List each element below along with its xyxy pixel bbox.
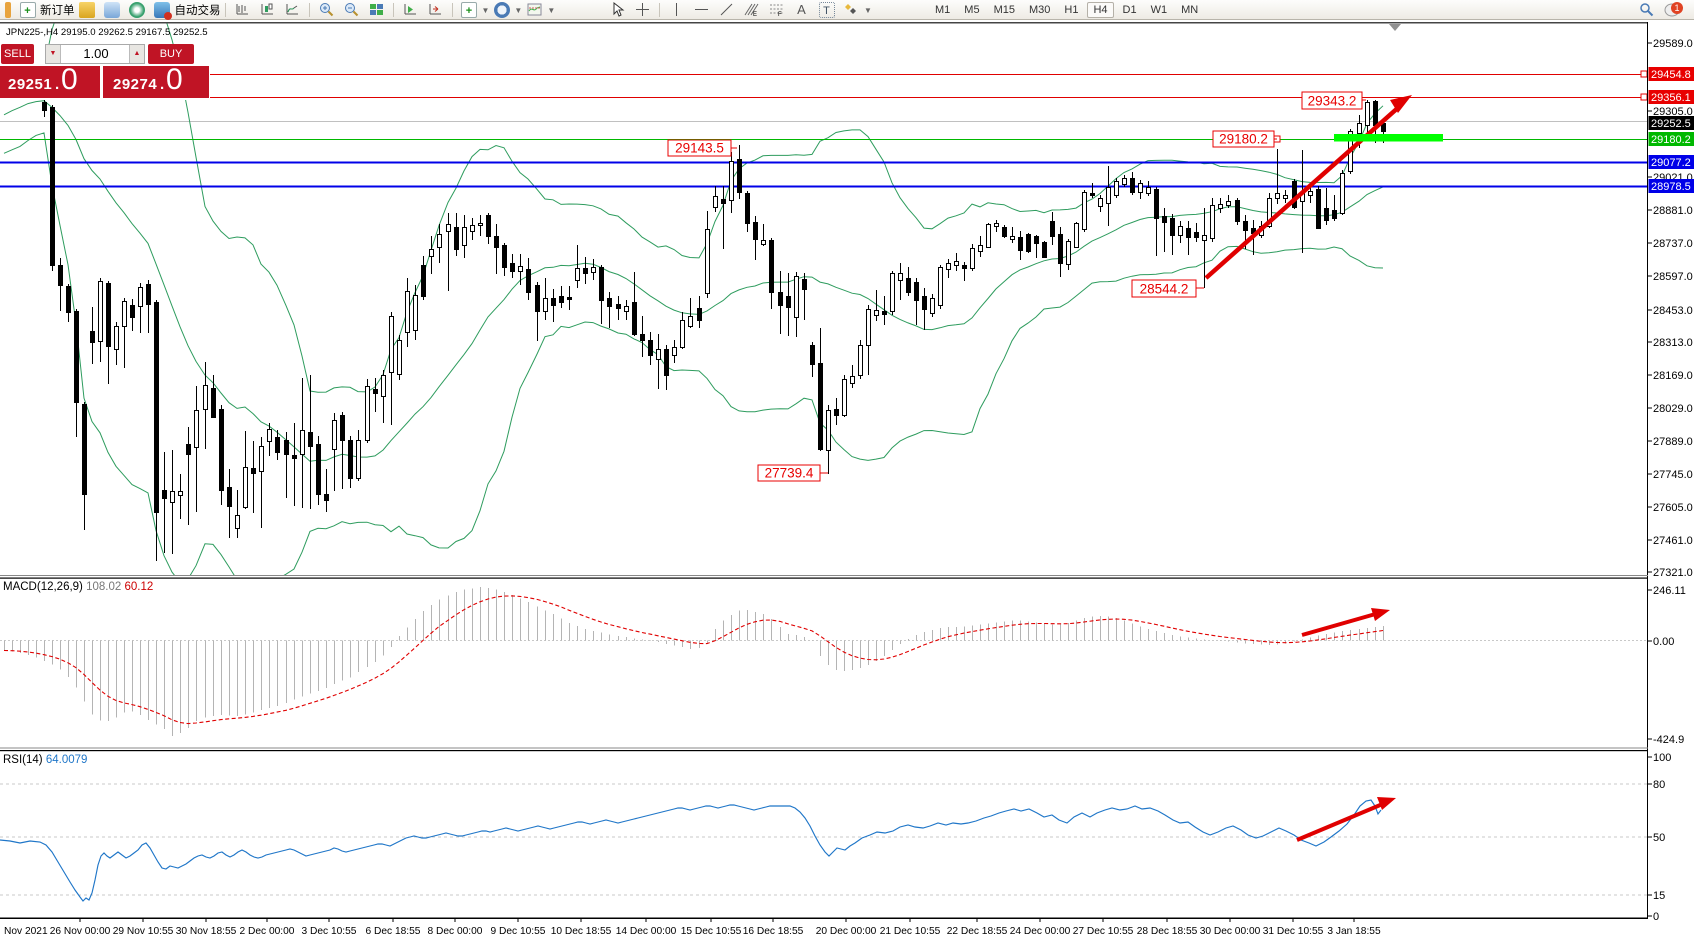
svg-text:28544.2: 28544.2 bbox=[1140, 282, 1189, 297]
svg-text:31 Dec 10:55: 31 Dec 10:55 bbox=[1263, 926, 1324, 937]
svg-text:9 Dec 10:55: 9 Dec 10:55 bbox=[491, 926, 546, 937]
svg-text:27461.0: 27461.0 bbox=[1653, 535, 1693, 547]
svg-text:29 Nov 10:55: 29 Nov 10:55 bbox=[113, 926, 174, 937]
svg-text:27739.4: 27739.4 bbox=[765, 466, 814, 481]
svg-text:14 Dec 00:00: 14 Dec 00:00 bbox=[616, 926, 677, 937]
svg-text:8 Dec 00:00: 8 Dec 00:00 bbox=[428, 926, 483, 937]
svg-text:0: 0 bbox=[1653, 911, 1659, 923]
svg-text:28737.0: 28737.0 bbox=[1653, 238, 1693, 250]
svg-text:27321.0: 27321.0 bbox=[1653, 567, 1693, 579]
svg-text:50: 50 bbox=[1653, 832, 1665, 844]
svg-text:29180.2: 29180.2 bbox=[1651, 134, 1691, 146]
svg-text:RSI(14) 64.0079: RSI(14) 64.0079 bbox=[3, 754, 87, 766]
svg-text:26 Nov 00:00: 26 Nov 00:00 bbox=[50, 926, 111, 937]
svg-text:F: F bbox=[778, 12, 782, 17]
svg-text:27 Dec 10:55: 27 Dec 10:55 bbox=[1073, 926, 1134, 937]
svg-text:28 Dec 18:55: 28 Dec 18:55 bbox=[1137, 926, 1198, 937]
svg-text:28978.5: 28978.5 bbox=[1651, 181, 1691, 193]
svg-text:24 Dec 00:00: 24 Dec 00:00 bbox=[1010, 926, 1071, 937]
svg-text:Nov 2021: Nov 2021 bbox=[4, 926, 48, 937]
svg-text:28313.0: 28313.0 bbox=[1653, 337, 1693, 349]
svg-text:16 Dec 18:55: 16 Dec 18:55 bbox=[743, 926, 804, 937]
svg-text:30 Nov 18:55: 30 Nov 18:55 bbox=[176, 926, 237, 937]
svg-text:100: 100 bbox=[1653, 752, 1671, 764]
svg-text:MACD(12,26,9) 108.02 60.12: MACD(12,26,9) 108.02 60.12 bbox=[3, 581, 153, 593]
svg-text:29589.0: 29589.0 bbox=[1653, 38, 1693, 50]
svg-text:28453.0: 28453.0 bbox=[1653, 305, 1693, 317]
svg-text:28881.0: 28881.0 bbox=[1653, 205, 1693, 217]
svg-text:29180.2: 29180.2 bbox=[1219, 132, 1268, 147]
svg-text:30 Dec 00:00: 30 Dec 00:00 bbox=[1200, 926, 1261, 937]
svg-text:JPN225-,H4 29195.0 29262.5 29: JPN225-,H4 29195.0 29262.5 29167.5 29252… bbox=[6, 27, 208, 38]
svg-text:21 Dec 10:55: 21 Dec 10:55 bbox=[880, 926, 941, 937]
svg-text:6 Dec 18:55: 6 Dec 18:55 bbox=[366, 926, 421, 937]
svg-text:29454.8: 29454.8 bbox=[1651, 69, 1691, 81]
svg-text:29252.5: 29252.5 bbox=[1651, 118, 1691, 130]
svg-text:29356.1: 29356.1 bbox=[1651, 92, 1691, 104]
svg-text:10 Dec 18:55: 10 Dec 18:55 bbox=[551, 926, 612, 937]
svg-text:27745.0: 27745.0 bbox=[1653, 469, 1693, 481]
svg-text:28597.0: 28597.0 bbox=[1653, 271, 1693, 283]
svg-text:246.11: 246.11 bbox=[1653, 585, 1686, 597]
svg-text:-424.9: -424.9 bbox=[1653, 734, 1684, 746]
svg-text:80: 80 bbox=[1653, 779, 1665, 791]
svg-text:28169.0: 28169.0 bbox=[1653, 370, 1693, 382]
svg-text:22 Dec 18:55: 22 Dec 18:55 bbox=[947, 926, 1008, 937]
svg-text:0.00: 0.00 bbox=[1653, 636, 1674, 648]
svg-text:20 Dec 00:00: 20 Dec 00:00 bbox=[816, 926, 877, 937]
svg-text:1: 1 bbox=[1674, 3, 1679, 13]
svg-text:28029.0: 28029.0 bbox=[1653, 403, 1693, 415]
svg-text:27889.0: 27889.0 bbox=[1653, 436, 1693, 448]
svg-text:E: E bbox=[753, 12, 757, 17]
svg-text:3 Dec 10:55: 3 Dec 10:55 bbox=[302, 926, 357, 937]
svg-text:29305.0: 29305.0 bbox=[1653, 106, 1693, 118]
svg-text:29343.2: 29343.2 bbox=[1308, 94, 1357, 109]
svg-text:2 Dec 00:00: 2 Dec 00:00 bbox=[240, 926, 295, 937]
svg-text:27605.0: 27605.0 bbox=[1653, 502, 1693, 514]
svg-text:15: 15 bbox=[1653, 890, 1665, 902]
svg-text:29077.2: 29077.2 bbox=[1651, 157, 1691, 169]
svg-text:15 Dec 10:55: 15 Dec 10:55 bbox=[681, 926, 742, 937]
svg-text:29143.5: 29143.5 bbox=[675, 141, 724, 156]
svg-text:3 Jan 18:55: 3 Jan 18:55 bbox=[1327, 926, 1381, 937]
